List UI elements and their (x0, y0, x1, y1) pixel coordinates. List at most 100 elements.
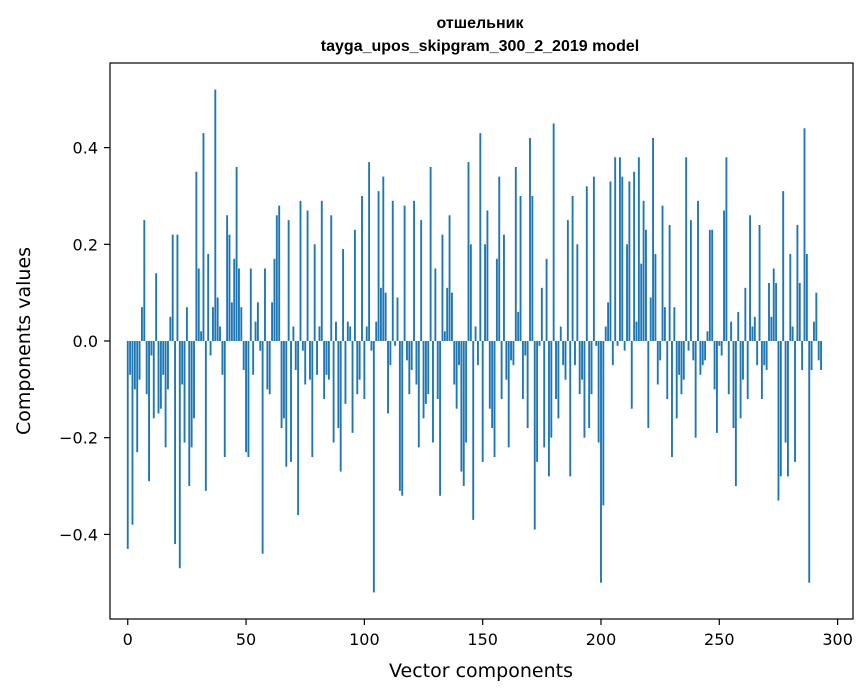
bar-164 (514, 166, 517, 341)
bar-25 (185, 307, 188, 341)
bar-29 (195, 171, 198, 341)
x-tick-label: 50 (236, 630, 256, 649)
bar-136 (448, 215, 451, 341)
bar-259 (739, 341, 742, 419)
bar-213 (630, 341, 633, 409)
bar-187 (569, 341, 572, 477)
bar-198 (595, 341, 598, 346)
bar-224 (656, 341, 659, 385)
bar-199 (597, 341, 600, 443)
bar-124 (420, 220, 423, 341)
bar-111 (389, 341, 392, 366)
bar-233 (678, 341, 681, 375)
bar-266 (756, 341, 759, 366)
bar-225 (659, 341, 662, 361)
bar-227 (663, 307, 666, 341)
bar-265 (753, 316, 756, 341)
x-axis-label: Vector components (389, 660, 573, 682)
plot-frame (109, 62, 854, 620)
bar-42 (226, 215, 229, 341)
x-tick-label: 100 (349, 630, 380, 649)
bar-32 (202, 133, 205, 341)
bar-38 (216, 297, 219, 341)
bar-169 (526, 341, 529, 429)
bar-77 (309, 341, 311, 380)
bar-88 (335, 321, 337, 341)
bar-203 (607, 302, 610, 341)
bar-10 (150, 341, 153, 356)
bar-66 (282, 341, 285, 419)
bar-219 (645, 229, 647, 341)
bar-72 (297, 341, 300, 516)
bar-167 (521, 341, 524, 400)
bar-19 (171, 234, 174, 341)
bar-248 (713, 341, 716, 390)
bar-240 (694, 341, 697, 438)
bar-52 (249, 268, 252, 341)
bar-101 (365, 326, 368, 341)
bar-202 (604, 326, 607, 341)
bar-65 (280, 341, 283, 429)
bar-71 (294, 341, 297, 371)
bar-291 (815, 292, 818, 341)
bar-13 (157, 341, 160, 414)
bar-120 (410, 341, 413, 371)
bar-156 (495, 258, 498, 341)
bar-222 (652, 137, 654, 341)
bar-217 (640, 263, 643, 341)
bar-8 (145, 341, 148, 395)
bar-261 (744, 287, 747, 341)
bar-252 (723, 210, 725, 341)
chart-title: отшельник (437, 15, 525, 32)
bar-192 (581, 341, 584, 380)
bar-253 (725, 157, 728, 341)
bar-144 (467, 162, 470, 341)
bar-175 (540, 287, 543, 341)
bar-287 (805, 253, 808, 341)
bar-69 (290, 341, 292, 462)
bar-104 (372, 341, 375, 593)
bar-137 (450, 292, 453, 341)
bar-195 (588, 341, 591, 429)
bar-256 (732, 341, 735, 429)
bar-185 (564, 341, 567, 380)
bar-61 (271, 302, 274, 341)
bar-142 (462, 341, 465, 487)
bar-281 (791, 326, 794, 341)
bar-181 (555, 341, 557, 400)
bar-119 (408, 341, 411, 395)
bar-183 (559, 326, 562, 341)
bar-73 (299, 200, 302, 341)
bar-132 (439, 341, 442, 496)
bar-86 (330, 215, 333, 341)
bar-33 (204, 341, 207, 491)
bar-180 (552, 123, 555, 342)
bar-292 (817, 341, 820, 361)
bar-226 (661, 205, 664, 341)
bar-268 (760, 341, 763, 400)
bar-118 (406, 341, 408, 361)
bar-172 (533, 341, 536, 530)
bar-131 (436, 341, 439, 400)
bar-105 (375, 321, 378, 341)
bar-211 (626, 244, 628, 341)
bar-232 (675, 341, 678, 419)
bar-107 (379, 287, 382, 341)
bar-273 (772, 268, 775, 341)
bar-189 (574, 341, 576, 366)
bar-63 (275, 215, 278, 341)
bar-147 (474, 326, 477, 341)
bar-128 (429, 166, 432, 341)
bar-229 (668, 224, 671, 341)
bar-82 (320, 200, 323, 341)
bar-80 (316, 341, 318, 375)
bar-286 (803, 128, 806, 341)
bar-262 (746, 341, 749, 400)
bar-216 (637, 157, 640, 341)
bar-1 (129, 341, 132, 375)
bar-16 (164, 341, 167, 448)
bar-166 (519, 195, 522, 341)
bar-153 (488, 341, 491, 409)
bar-151 (484, 244, 486, 341)
